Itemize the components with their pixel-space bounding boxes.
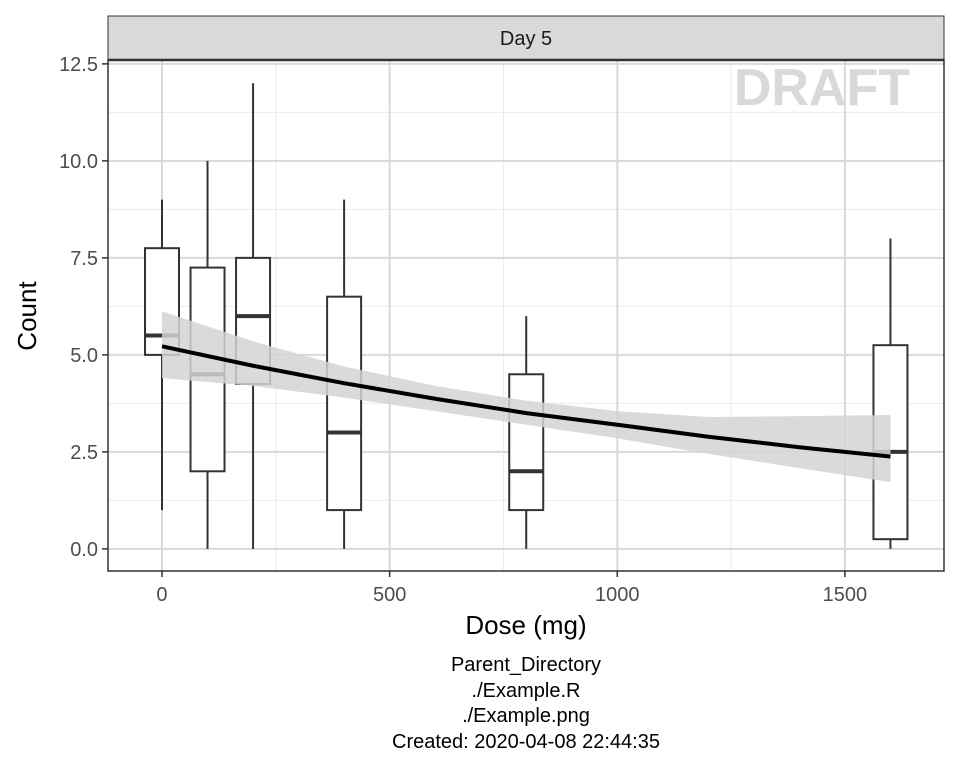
- fit-line: [161, 344, 891, 459]
- y-tick-label: 10.0: [59, 151, 98, 173]
- x-axis-label: Dose (mg): [465, 610, 586, 640]
- x-tick-label: 0: [156, 584, 167, 606]
- footer-line: ./Example.R: [472, 680, 581, 702]
- footer-line: Parent_Directory: [451, 654, 601, 676]
- y-tick-label: 0.0: [70, 539, 98, 561]
- box: [508, 373, 545, 512]
- x-tick-label: 500: [373, 584, 406, 606]
- footer-line: Created: 2020-04-08 22:44:35: [392, 731, 660, 753]
- watermark: DRAFT: [734, 59, 910, 117]
- x-tick-label: 1000: [595, 584, 640, 606]
- y-tick-label: 5.0: [70, 345, 98, 367]
- y-axis-label: Count: [12, 281, 42, 351]
- strip-label: Day 5: [500, 28, 552, 50]
- box: [326, 295, 363, 512]
- y-tick-label: 2.5: [70, 442, 98, 464]
- y-tick-label: 7.5: [70, 248, 98, 270]
- y-tick-label: 12.5: [59, 54, 98, 76]
- strip: [107, 15, 945, 61]
- confidence-band: [161, 311, 891, 483]
- footer-line: ./Example.png: [462, 705, 590, 727]
- x-tick-label: 1500: [823, 584, 868, 606]
- panel: DRAFT: [107, 59, 945, 572]
